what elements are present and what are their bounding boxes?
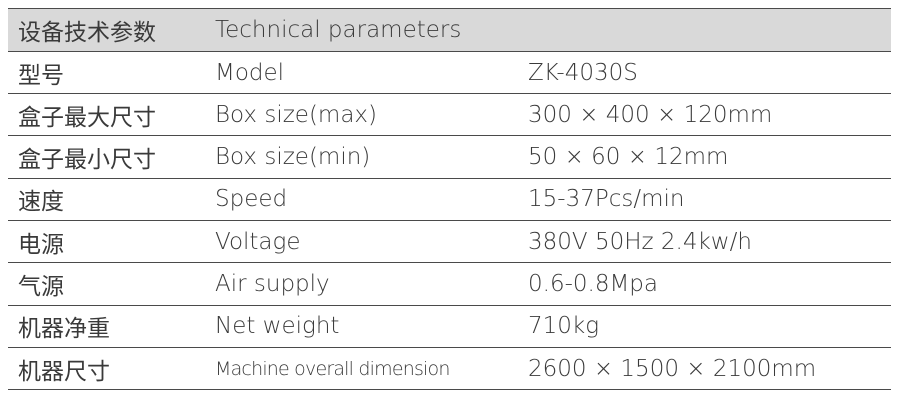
param-en: Box size(max) [215,101,377,128]
param-zh: 电源 [18,231,64,258]
param-en: Speed [215,186,288,213]
table-row: 电源 Voltage 380V 50Hz 2.4kw/h [8,221,891,264]
param-zh: 速度 [18,189,64,216]
param-value: 380V 50Hz 2.4kw/h [528,228,752,255]
param-zh: 盒子最大尺寸 [18,104,156,131]
param-en: Air supply [215,271,330,297]
table-row: 速度 Speed 15-37Pcs/min [8,179,891,221]
table-row: 机器净重 Net weight 710kg [8,306,891,348]
param-zh: 型号 [18,62,64,89]
header-en: Technical parameters [215,17,462,43]
param-en: Net weight [215,313,340,340]
table-row: 气源 Air supply 0.6-0.8Mpa [8,264,891,306]
param-value: 0.6-0.8Mpa [528,271,658,297]
table-header: 设备技术参数 Technical parameters [8,8,891,52]
param-value: 50 × 60 × 12mm [528,144,729,171]
param-zh: 机器净重 [18,316,110,343]
param-en: Model [215,59,285,86]
table-row: 盒子最小尺寸 Box size(min) 50 × 60 × 12mm [8,137,891,179]
table-row: 盒子最大尺寸 Box size(max) 300 × 400 × 120mm [8,94,891,137]
param-zh: 机器尺寸 [18,358,110,385]
param-en: Voltage [215,228,301,255]
param-value: ZK-4030S [528,59,638,86]
param-value: 15-37Pcs/min [528,186,685,213]
table-row: 型号 Model ZK-4030S [8,52,891,94]
header-zh: 设备技术参数 [18,20,156,46]
param-en: Box size(min) [215,144,371,171]
param-value: 710kg [528,313,600,340]
param-value: 300 × 400 × 120mm [528,101,773,128]
param-value: 2600 × 1500 × 2100mm [528,355,817,382]
table-row: 机器尺寸 Machine overall dimension 2600 × 1500… [8,348,891,391]
param-zh: 气源 [18,274,64,300]
param-zh: 盒子最小尺寸 [18,147,156,174]
param-en: Machine overall dimension [215,357,450,380]
